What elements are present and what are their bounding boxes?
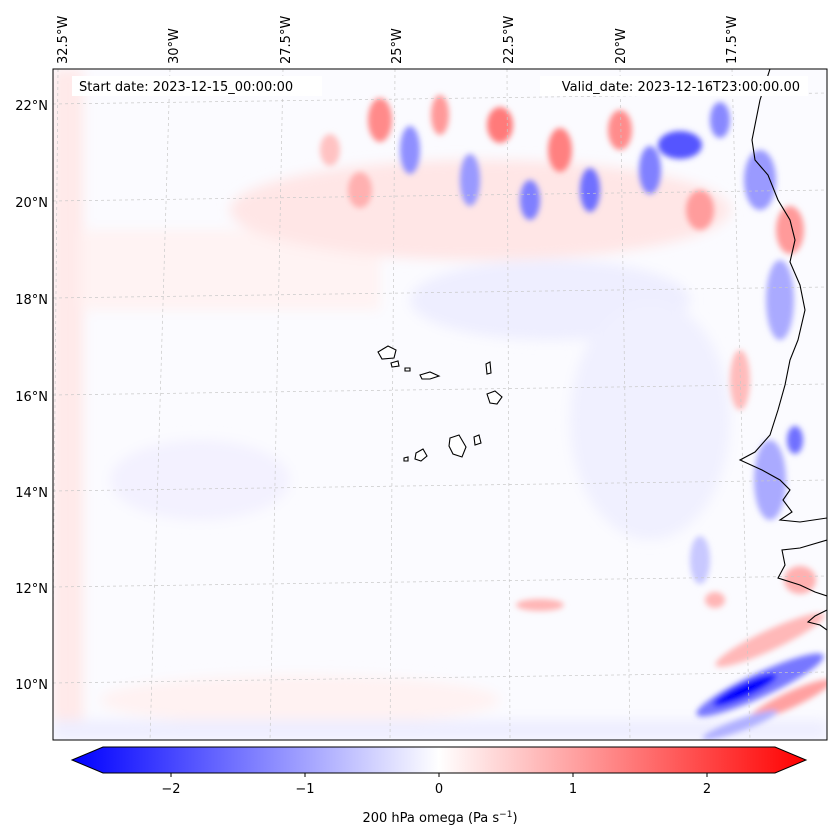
lat-label-18n: 18°N (15, 293, 48, 308)
lon-label-30w: 30°W (167, 28, 182, 64)
colorbar-label-end: ) (512, 811, 517, 826)
colorbar-tick-label: 2 (703, 782, 711, 797)
map-area: Start date: 2023-12-15_00:00:00 Valid_da… (52, 68, 828, 741)
lat-label-20n: 20°N (15, 196, 48, 211)
colorbar: −2 −1 0 1 2 200 hPa omega (Pa s−1) (70, 746, 808, 826)
lon-label-17-5w: 17.5°W (725, 16, 740, 64)
colorbar-tick-label: 0 (435, 782, 443, 797)
lat-label-14n: 14°N (15, 486, 48, 501)
lat-label-12n: 12°N (15, 582, 48, 597)
lon-label-32-5w: 32.5°W (56, 16, 71, 64)
colorbar-tick-label: −2 (161, 782, 180, 797)
valid-date-box (540, 76, 808, 96)
start-date-text: Start date: 2023-12-15_00:00:00 (79, 80, 293, 95)
colorbar-label: 200 hPa omega (Pa s−1) (362, 810, 517, 826)
lat-label-10n: 10°N (15, 678, 48, 693)
lon-label-27-5w: 27.5°W (279, 16, 294, 64)
colorbar-tick-label: 1 (569, 782, 577, 797)
colorbar-label-main: 200 hPa omega (Pa s (362, 811, 499, 826)
map-frame (52, 68, 828, 741)
lon-label-20w: 20°W (614, 28, 629, 64)
graticule (53, 69, 827, 740)
islands (377, 345, 503, 462)
lon-label-25w: 25°W (390, 28, 405, 64)
coastline (738, 69, 827, 631)
colorbar-label-superscript: −1 (499, 810, 512, 820)
latitude-labels: 22°N 20°N 18°N 16°N 14°N 12°N 10°N (15, 99, 48, 693)
lat-label-16n: 16°N (15, 390, 48, 405)
longitude-labels: 32.5°W 30°W 27.5°W 25°W 22.5°W 20°W 17.5… (56, 16, 740, 64)
colorbar-tick-label: −1 (295, 782, 314, 797)
omega-field (53, 69, 827, 740)
lon-label-22-5w: 22.5°W (502, 16, 517, 64)
valid-date-text: Valid_date: 2023-12-16T23:00:00.00 (562, 80, 800, 95)
lat-label-22n: 22°N (15, 99, 48, 114)
start-date-box (72, 76, 322, 96)
colorbar-ticks: −2 −1 0 1 2 (161, 773, 711, 797)
colorbar-bar (70, 746, 808, 774)
